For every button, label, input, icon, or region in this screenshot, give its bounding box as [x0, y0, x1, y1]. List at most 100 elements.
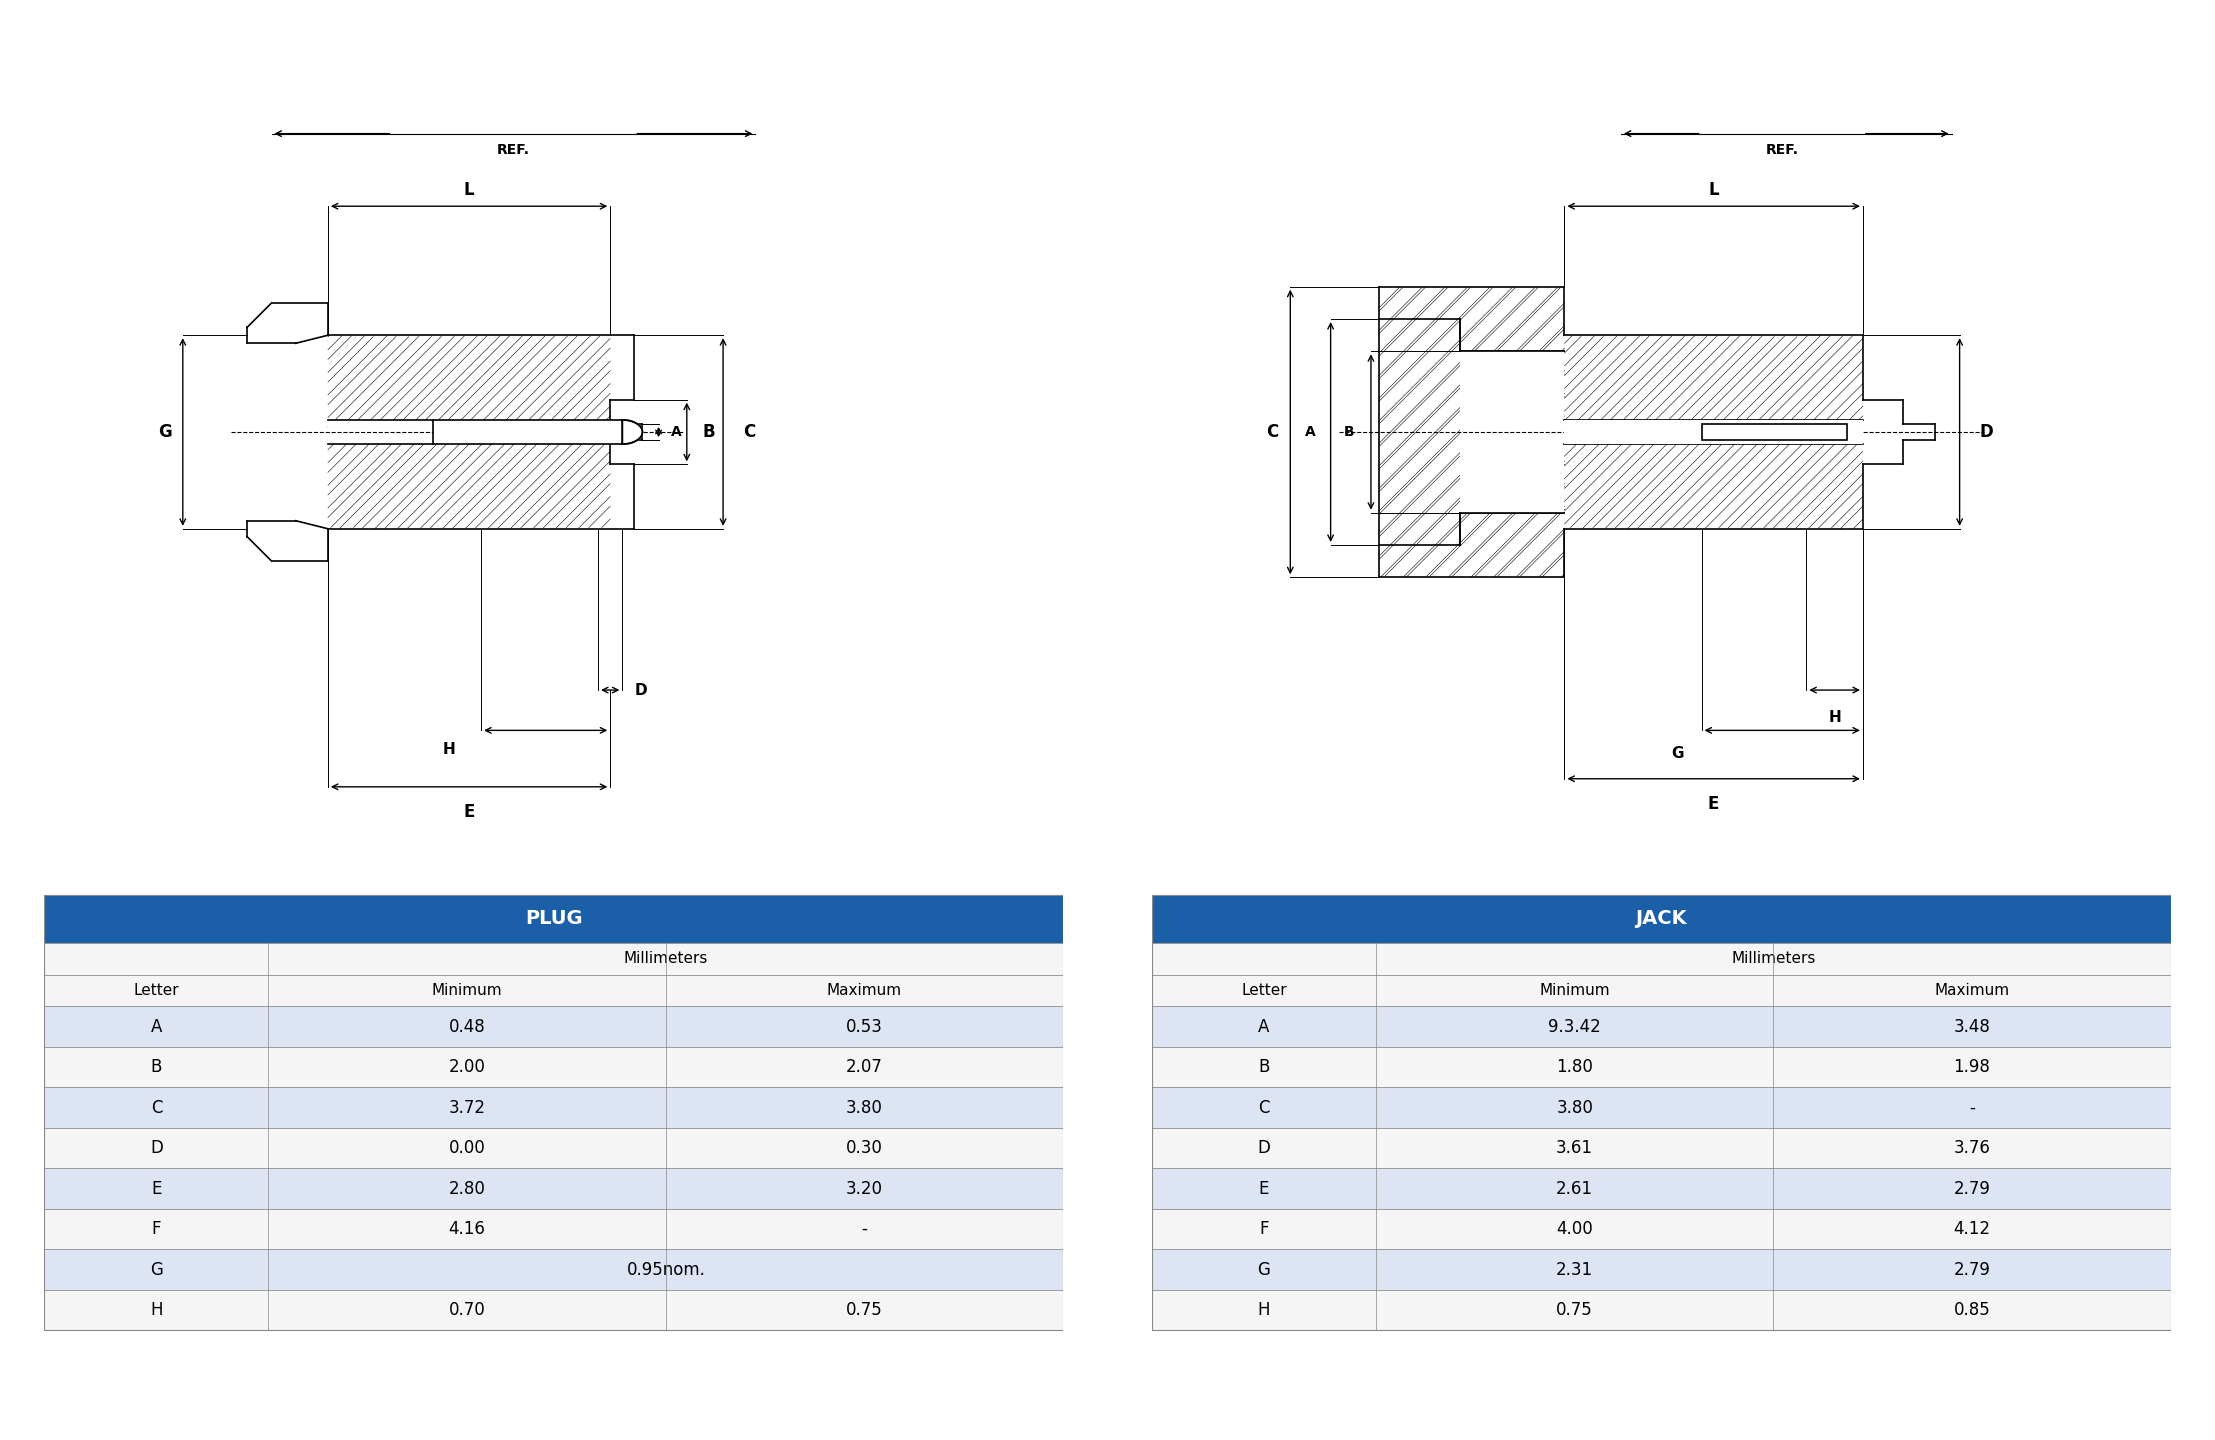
Text: 3.61: 3.61 [1557, 1139, 1593, 1158]
Text: PLUG: PLUG [525, 910, 583, 929]
Text: A: A [1305, 425, 1316, 439]
Bar [44, 1047, 1063, 1087]
Text: Maximum: Maximum [1934, 984, 2009, 998]
Text: 2.07: 2.07 [846, 1058, 884, 1076]
Text: H: H [1827, 710, 1841, 726]
Polygon shape [622, 420, 642, 444]
Text: Maximum: Maximum [826, 984, 902, 998]
Bar [1152, 1128, 2171, 1168]
Bar [1152, 1210, 2171, 1250]
Bar [44, 894, 1063, 943]
Text: Millimeters: Millimeters [625, 952, 709, 966]
Bar [1152, 943, 2171, 975]
Text: 3.72: 3.72 [450, 1099, 485, 1116]
Text: F: F [151, 1220, 162, 1238]
Text: 0.75: 0.75 [1557, 1302, 1593, 1319]
Text: JACK: JACK [1635, 910, 1688, 929]
Text: 0.30: 0.30 [846, 1139, 884, 1158]
Text: C: C [1258, 1099, 1269, 1116]
Text: 3.20: 3.20 [846, 1179, 884, 1198]
Bar [44, 1087, 1063, 1128]
Bar [44, 1007, 1063, 1047]
Text: 2.61: 2.61 [1557, 1179, 1593, 1198]
Text: Millimeters: Millimeters [1732, 952, 1816, 966]
Text: REF.: REF. [496, 143, 529, 157]
Text: 2.31: 2.31 [1557, 1260, 1593, 1279]
Text: 0.53: 0.53 [846, 1018, 884, 1035]
Text: 1.80: 1.80 [1557, 1058, 1593, 1076]
Text: H: H [1258, 1302, 1269, 1319]
Text: 1.98: 1.98 [1954, 1058, 1991, 1076]
Text: 9.3.42: 9.3.42 [1548, 1018, 1601, 1035]
Text: 0.70: 0.70 [450, 1302, 485, 1319]
Text: B: B [1345, 425, 1356, 439]
Text: 0.95nom.: 0.95nom. [627, 1260, 704, 1279]
Bar [44, 1168, 1063, 1210]
Bar [1152, 1250, 2171, 1290]
Text: L: L [463, 181, 474, 199]
Text: 2.00: 2.00 [450, 1058, 485, 1076]
Text: G: G [1670, 746, 1683, 762]
Text: D: D [151, 1139, 164, 1158]
Text: A: A [671, 425, 682, 439]
Bar [1152, 894, 2171, 943]
Bar [44, 1128, 1063, 1168]
Text: 0.75: 0.75 [846, 1302, 884, 1319]
Text: D: D [1980, 423, 1994, 441]
Text: E: E [1708, 795, 1719, 812]
Text: D: D [1258, 1139, 1271, 1158]
Text: 4.12: 4.12 [1954, 1220, 1991, 1238]
Text: 2.79: 2.79 [1954, 1260, 1991, 1279]
Text: 0.48: 0.48 [450, 1018, 485, 1035]
Text: L: L [1708, 181, 1719, 199]
Text: 2.79: 2.79 [1954, 1179, 1991, 1198]
Text: E: E [1258, 1179, 1269, 1198]
Bar [44, 1290, 1063, 1331]
Text: D: D [633, 683, 647, 697]
Polygon shape [1460, 351, 1564, 513]
Text: -: - [1969, 1099, 1976, 1116]
Bar [1152, 975, 2171, 1007]
Polygon shape [1564, 420, 1863, 444]
Text: H: H [443, 743, 456, 757]
Bar [44, 1210, 1063, 1250]
Text: 4.00: 4.00 [1557, 1220, 1593, 1238]
Bar [1152, 1047, 2171, 1087]
Text: A: A [1258, 1018, 1269, 1035]
Bar [44, 943, 1063, 975]
Text: C: C [744, 423, 755, 441]
Text: 2.80: 2.80 [450, 1179, 485, 1198]
Text: B: B [1258, 1058, 1269, 1076]
Text: 0.00: 0.00 [450, 1139, 485, 1158]
Text: 4.16: 4.16 [450, 1220, 485, 1238]
Text: 0.85: 0.85 [1954, 1302, 1991, 1319]
Text: G: G [157, 423, 173, 441]
Text: Letter: Letter [133, 984, 179, 998]
Text: H: H [151, 1302, 162, 1319]
Bar [1152, 1290, 2171, 1331]
Text: B: B [151, 1058, 162, 1076]
Text: C: C [151, 1099, 162, 1116]
Text: A: A [151, 1018, 162, 1035]
Text: G: G [151, 1260, 164, 1279]
Text: E: E [151, 1179, 162, 1198]
Text: C: C [1267, 423, 1278, 441]
Text: 3.76: 3.76 [1954, 1139, 1991, 1158]
Bar [1152, 1007, 2171, 1047]
Bar [44, 1250, 1063, 1290]
Text: G: G [1258, 1260, 1271, 1279]
Text: 3.80: 3.80 [1557, 1099, 1593, 1116]
Text: F: F [1258, 1220, 1269, 1238]
Text: REF.: REF. [1765, 143, 1799, 157]
Text: 3.48: 3.48 [1954, 1018, 1991, 1035]
Polygon shape [1701, 423, 1847, 441]
Text: B: B [702, 423, 715, 441]
Text: Minimum: Minimum [1539, 984, 1610, 998]
Polygon shape [432, 420, 622, 444]
Text: Letter: Letter [1240, 984, 1287, 998]
Text: E: E [463, 804, 474, 821]
Text: 3.80: 3.80 [846, 1099, 884, 1116]
Text: -: - [862, 1220, 868, 1238]
Polygon shape [328, 420, 432, 444]
Bar [1152, 1168, 2171, 1210]
